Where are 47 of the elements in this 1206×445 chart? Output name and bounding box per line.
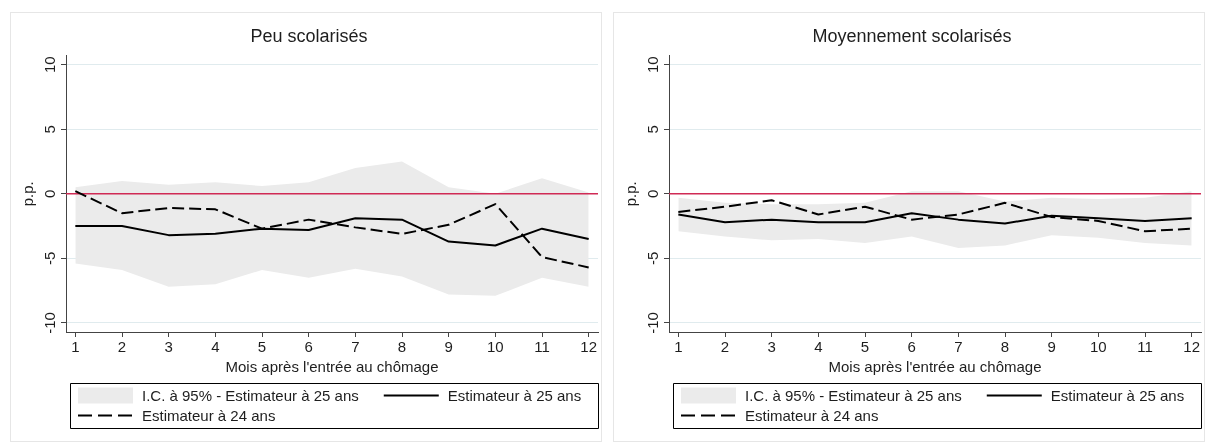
x-tick-label: 12 <box>580 338 598 356</box>
x-axis-title: Mois après l'entrée au chômage <box>828 358 1042 376</box>
x-tick-label: 7 <box>351 338 360 356</box>
x-tick-label: 12 <box>1183 338 1201 356</box>
x-tick-label: 2 <box>720 338 730 356</box>
legend-label: Estimateur à 24 ans <box>142 406 276 424</box>
y-tick-label: 5 <box>643 125 661 134</box>
y-tick-label: -5 <box>40 251 58 266</box>
y-tick-label: 10 <box>643 56 661 73</box>
y-axis-title: p.p. <box>19 181 37 207</box>
legend-label: I.C. à 95% - Estimateur à 25 ans <box>745 386 962 404</box>
y-tick-label: 10 <box>40 56 58 73</box>
x-axis-title: Mois après l'entrée au chômage <box>225 358 439 376</box>
x-tick-label: 11 <box>534 338 550 356</box>
x-tick-label: 3 <box>164 338 173 356</box>
y-tick-label: -10 <box>40 312 58 334</box>
x-tick-label: 8 <box>1000 338 1010 356</box>
x-tick-label: 10 <box>486 338 504 356</box>
legend-label: Estimateur à 25 ans <box>447 386 582 404</box>
x-tick-label: 9 <box>1047 338 1056 356</box>
x-tick-label: 1 <box>71 338 80 356</box>
x-tick-label: 11 <box>1137 338 1153 356</box>
x-tick-label: 6 <box>304 338 313 356</box>
x-tick-label: 9 <box>444 338 453 356</box>
x-tick-label: 5 <box>860 338 870 356</box>
legend-label: I.C. à 95% - Estimateur à 25 ans <box>142 386 359 404</box>
x-tick-label: 4 <box>211 338 220 356</box>
y-tick-label: 0 <box>643 189 661 198</box>
x-tick-label: 7 <box>954 338 963 356</box>
x-tick-label: 10 <box>1089 338 1107 356</box>
x-tick-label: 3 <box>767 338 776 356</box>
x-tick-label: 4 <box>814 338 823 356</box>
y-tick-label: 0 <box>40 189 58 198</box>
legend-label: Estimateur à 25 ans <box>1050 386 1185 404</box>
x-tick-label: 5 <box>257 338 267 356</box>
legend-label: Estimateur à 24 ans <box>745 406 879 424</box>
y-tick-label: 5 <box>40 125 58 134</box>
x-tick-label: 1 <box>674 338 683 356</box>
y-tick-label: -10 <box>643 312 661 334</box>
x-tick-label: 2 <box>117 338 127 356</box>
line-series <box>74 190 590 269</box>
y-tick-label: -5 <box>643 251 661 266</box>
y-axis-title: p.p. <box>622 181 640 207</box>
chart-title: Moyennement scolarisés <box>812 25 1012 46</box>
x-tick-label: 8 <box>397 338 407 356</box>
x-tick-label: 6 <box>907 338 916 356</box>
chart-title: Peu scolarisés <box>250 25 368 46</box>
